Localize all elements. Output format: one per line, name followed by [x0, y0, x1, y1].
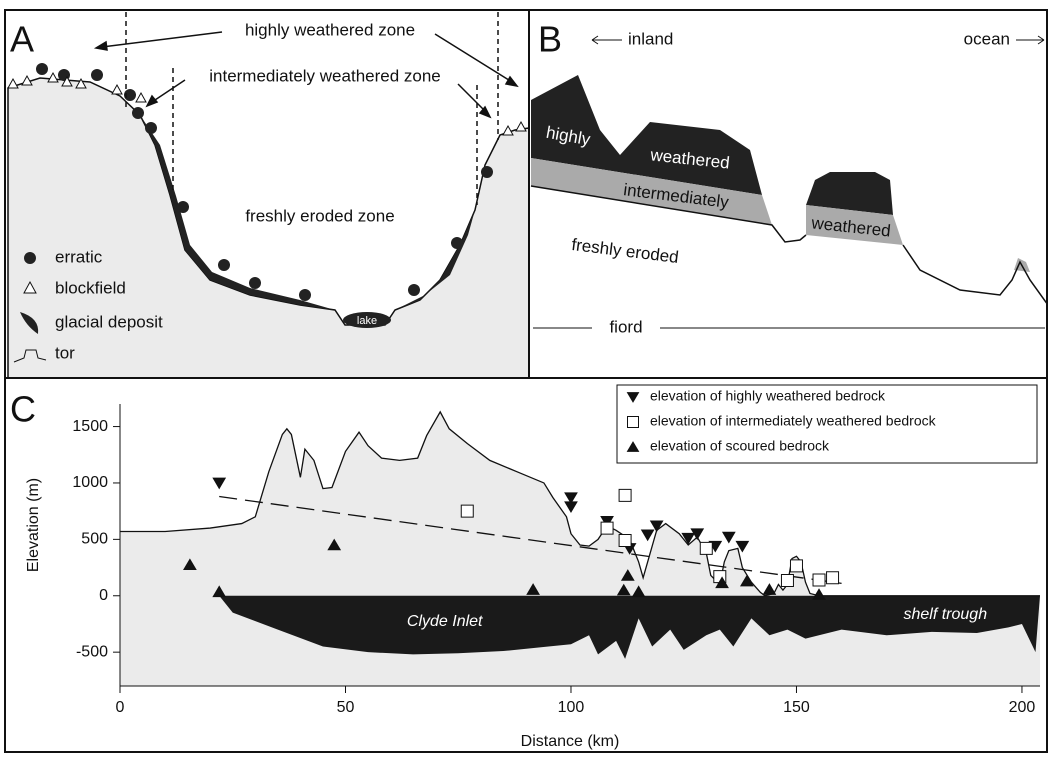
x-axis-title: Distance (km) [521, 733, 620, 750]
x-tick-label: 150 [783, 699, 810, 716]
lake-label: lake [357, 315, 377, 327]
direction-label: ocean [964, 29, 1010, 48]
intermediate-layer [531, 158, 772, 225]
panel-a: lake highly weathered zone intermediatel… [4, 9, 530, 379]
marker [618, 488, 632, 502]
zone-label: highly weathered zone [245, 20, 415, 39]
y-tick-label: 1000 [72, 474, 108, 491]
legend-box [616, 384, 1038, 464]
marker [681, 532, 696, 545]
legend-symbol [627, 416, 639, 428]
panel-b: fiord B inland ocean highly weathered in… [528, 9, 1048, 379]
panel-c: C Clyde Inlet shelf trough 0 50 100 150 200 -50… [4, 377, 1048, 753]
marker [789, 559, 803, 573]
terrain-profile [120, 410, 1040, 597]
x-tick-label: 50 [337, 699, 355, 716]
y-tick-label: -500 [76, 643, 108, 660]
annotation: shelf trough [903, 606, 987, 623]
intermediate-layer [806, 205, 903, 245]
lake [343, 312, 391, 328]
marker [526, 583, 540, 595]
marker [460, 504, 474, 518]
marker [183, 558, 197, 571]
legend-label: glacial deposit [55, 312, 163, 331]
marker [631, 585, 646, 598]
marker [327, 538, 342, 551]
fiord-label: fiord [609, 317, 642, 336]
highly-weathered-layer [531, 75, 762, 195]
marker [620, 569, 635, 581]
legend-symbol [626, 392, 640, 403]
marker [762, 583, 777, 595]
marker [699, 541, 713, 555]
x-tick-label: 0 [116, 699, 125, 716]
direction-label: inland [628, 29, 673, 48]
arrow [591, 35, 622, 45]
y-tick-label: 0 [99, 587, 108, 604]
zone-label: freshly eroded zone [245, 206, 394, 225]
zone-arrows [93, 31, 519, 119]
terrain-line [530, 185, 1048, 306]
legend-symbol [24, 252, 36, 264]
marker [616, 583, 631, 596]
marker [564, 501, 578, 514]
y-tick-label: 500 [81, 531, 108, 548]
trend-line [219, 495, 842, 584]
bathymetry [219, 595, 1040, 659]
legend-label: elevation of scoured bedrock [650, 438, 830, 454]
glacial-deposit [140, 115, 335, 310]
blockfields [7, 71, 527, 136]
marker [212, 477, 227, 490]
marker [812, 588, 826, 600]
x-tick-label: 200 [1009, 699, 1036, 716]
legend-symbol [23, 280, 37, 294]
panel-label: A [10, 19, 34, 60]
legend-label: elevation of intermediately weathered be… [650, 413, 937, 429]
marker [721, 531, 736, 544]
marker [618, 533, 632, 547]
marker [640, 529, 655, 542]
legend-symbol [626, 441, 640, 452]
marker [739, 574, 754, 587]
x-tick-label: 100 [558, 699, 585, 716]
marker [826, 571, 840, 585]
legend-symbol [20, 312, 39, 334]
marker [212, 585, 227, 598]
marker [715, 576, 729, 589]
legend-symbol [13, 349, 47, 363]
zone-label: intermediately weathered zone [209, 66, 441, 85]
panel-label: B [538, 19, 562, 60]
legend-label: erratic [55, 247, 103, 266]
y-axis-title: Elevation (m) [25, 478, 42, 572]
legend-label: blockfield [55, 278, 126, 297]
marker [649, 520, 664, 533]
marker [690, 528, 705, 541]
y-tick-label: 1500 [72, 418, 108, 435]
legend-label: tor [55, 343, 75, 362]
arrow [1016, 35, 1045, 45]
legend-label: elevation of highly weathered bedrock [650, 388, 886, 404]
marker [600, 521, 614, 535]
highly-weathered-layer [806, 172, 893, 215]
panel-label: C [10, 389, 36, 430]
marker [812, 573, 826, 587]
annotation: Clyde Inlet [407, 613, 483, 630]
marker [780, 574, 794, 588]
marker [735, 540, 750, 553]
marker [564, 492, 578, 505]
